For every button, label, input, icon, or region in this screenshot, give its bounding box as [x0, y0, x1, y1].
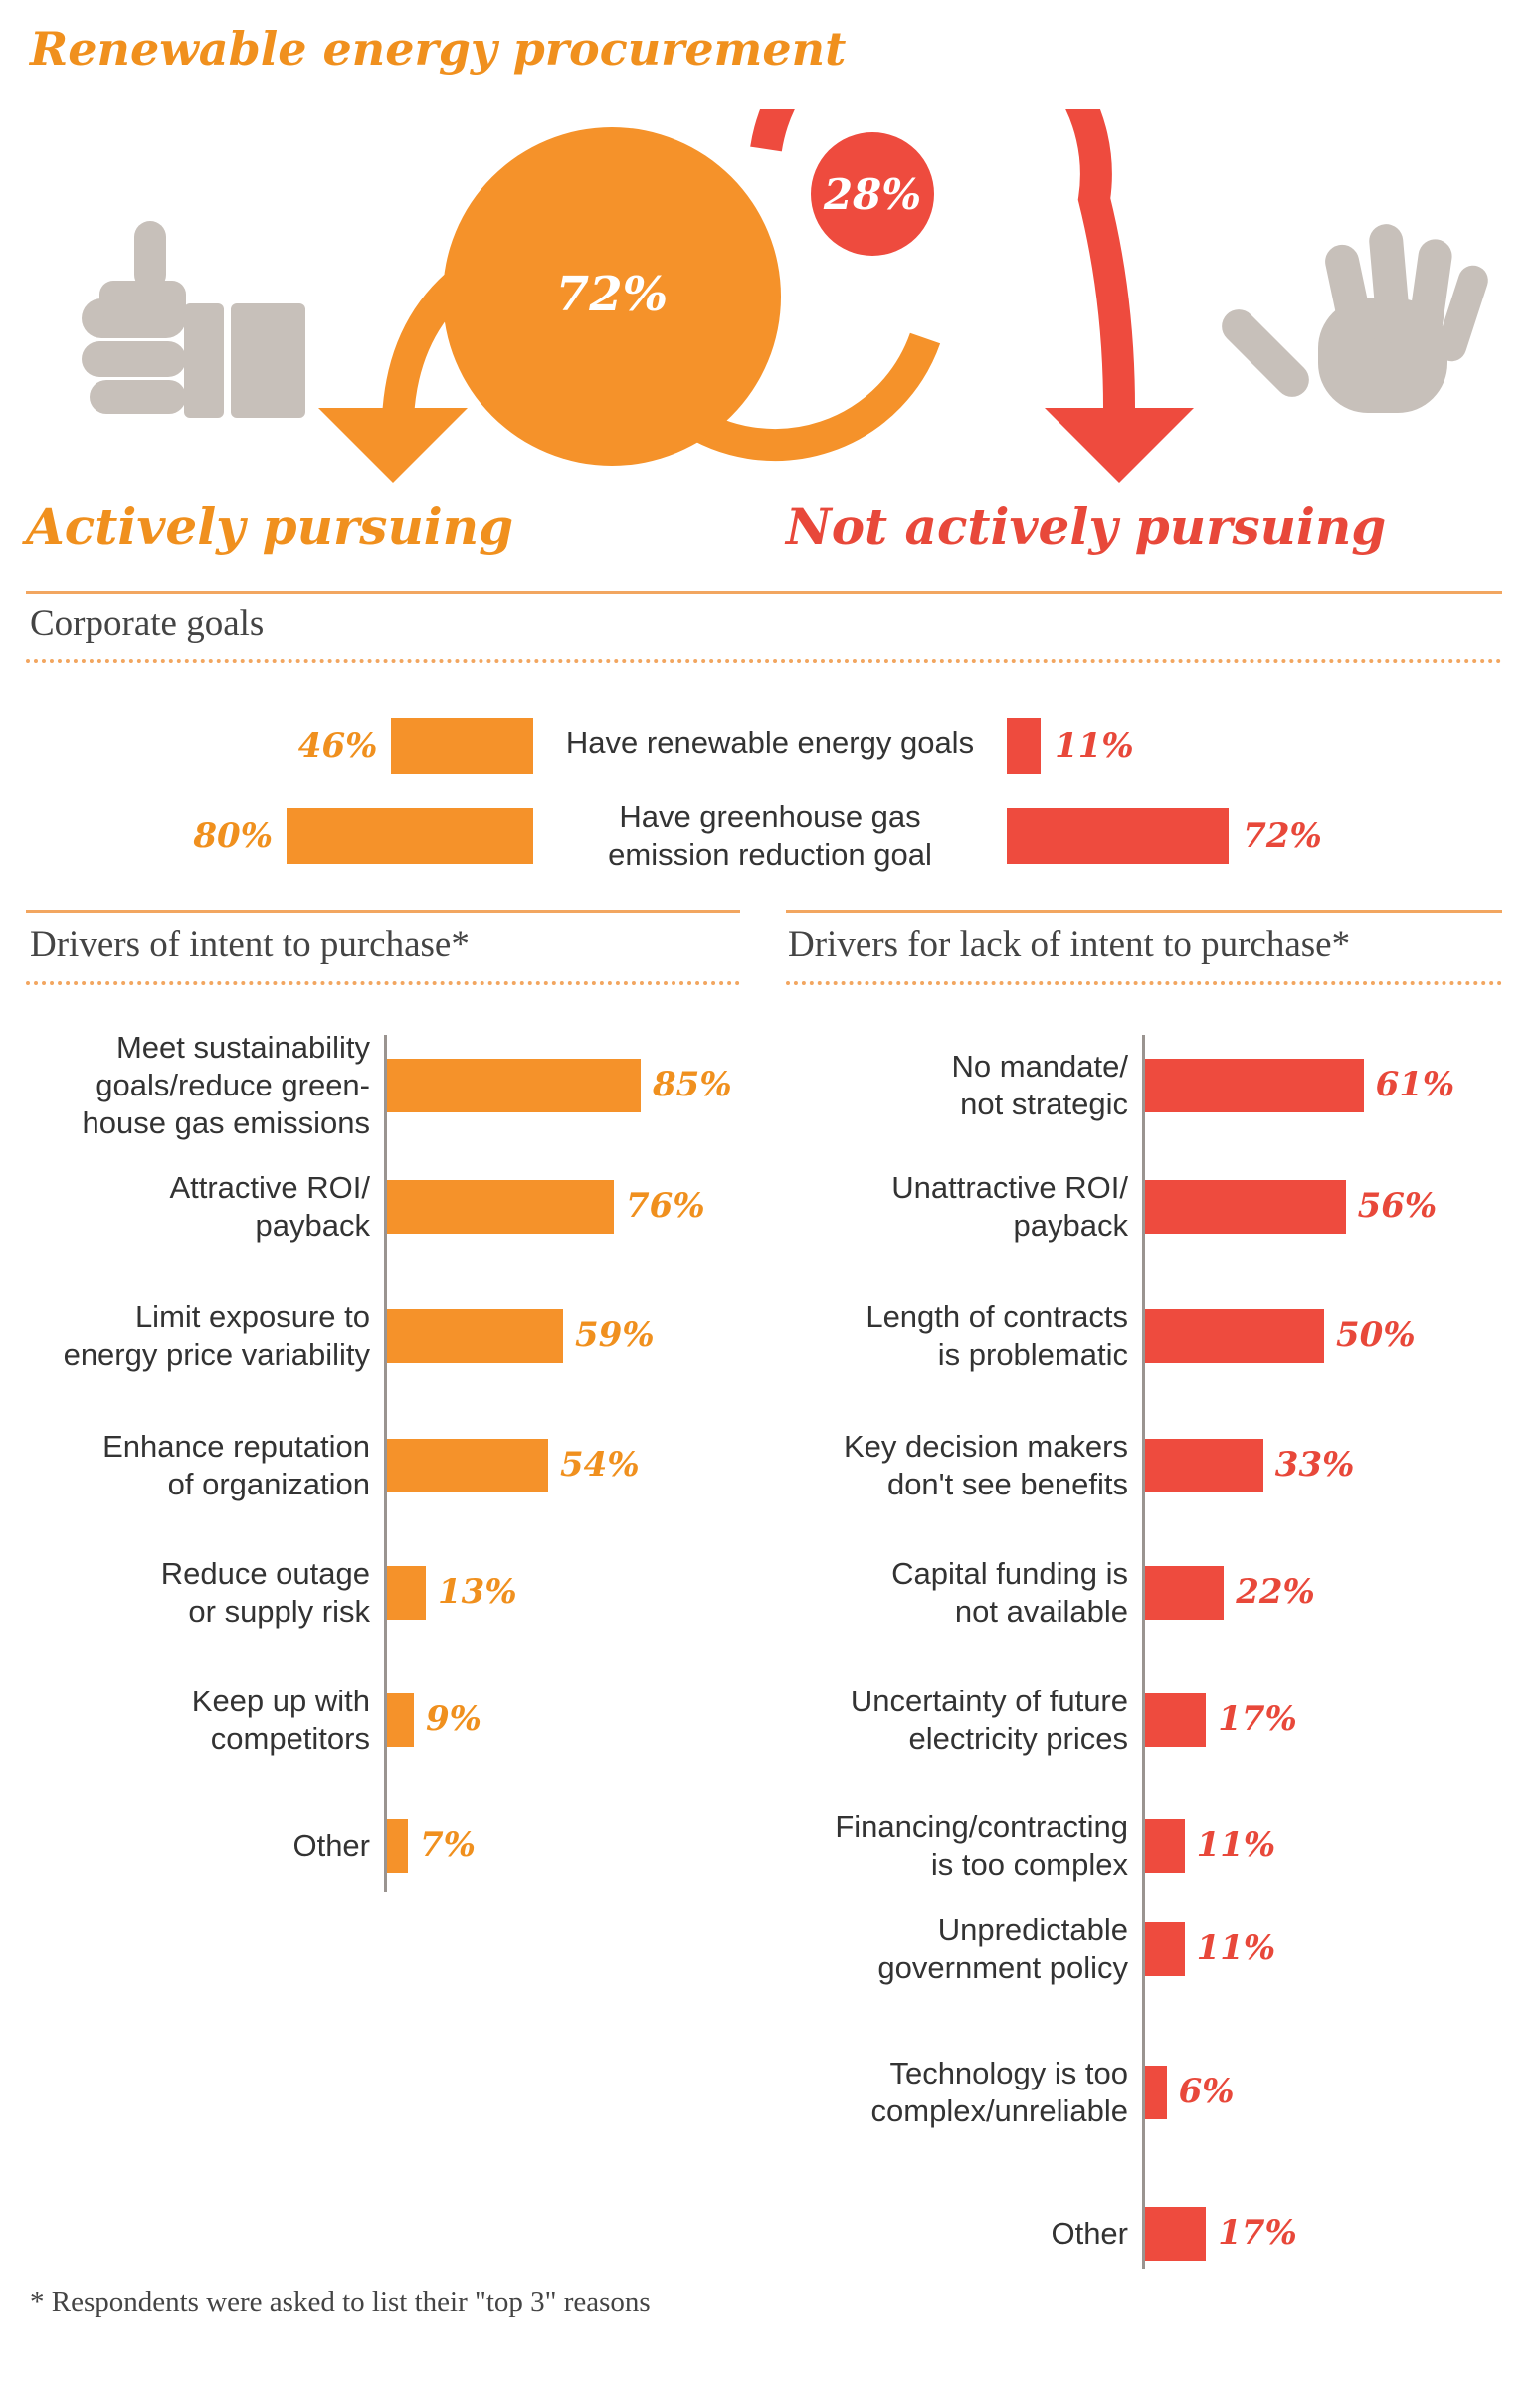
rule: [786, 910, 1502, 913]
actively-pursuing-label: Actively pursuing: [26, 498, 514, 556]
goal-label: Have greenhouse gas emission reduction g…: [608, 799, 932, 872]
driver-pct: 33%: [1274, 1445, 1355, 1485]
driver-bar: [1145, 2207, 1207, 2261]
driver-pct: 11%: [1196, 1825, 1276, 1865]
driver-pct: 22%: [1236, 1572, 1315, 1612]
driver-bar: [1145, 1309, 1324, 1363]
rule: [26, 981, 740, 985]
driver-label: Keep up with competitors: [191, 1684, 370, 1756]
driver-label: Unpredictable government policy: [877, 1912, 1128, 1985]
not-pursuing-arrowhead: [1045, 408, 1194, 483]
intent-axis: [384, 1035, 387, 1892]
driver-pct: 6%: [1178, 2072, 1235, 2111]
goal-pct-pursuing: 80%: [193, 816, 273, 856]
driver-label: Uncertainty of future electricity prices: [850, 1684, 1128, 1756]
driver-bar: [387, 1309, 563, 1363]
not-actively-pursuing-label: Not actively pursuing: [786, 498, 1387, 556]
goal-pct-pursuing: 46%: [297, 726, 378, 766]
driver-label: Reduce outage or supply risk: [160, 1556, 370, 1629]
goal-label: Have renewable energy goals: [565, 725, 975, 760]
driver-label: Other: [292, 1828, 370, 1863]
driver-bar: [387, 1819, 408, 1873]
goal-bar-pursuing: [287, 808, 533, 864]
driver-pct: 54%: [560, 1445, 640, 1485]
driver-label: Capital funding is not available: [891, 1556, 1128, 1629]
stop-hand-icon: [1222, 224, 1488, 413]
driver-pct: 11%: [1196, 1928, 1276, 1968]
rule: [26, 591, 1502, 594]
driver-bar: [1145, 1693, 1207, 1747]
pursuing-ring: [677, 332, 941, 462]
driver-bar: [387, 1693, 414, 1747]
not-pursuing-pct: 28%: [823, 170, 921, 219]
goal-bar-not-pursuing: [1007, 808, 1230, 864]
driver-label: Other: [1051, 2216, 1128, 2251]
pursuing-circle: [443, 127, 781, 466]
goal-pct-not-pursuing: 11%: [1055, 726, 1134, 766]
goal-pct-not-pursuing: 72%: [1243, 816, 1322, 856]
thumbs-up-icon: [82, 221, 305, 418]
driver-pct: 76%: [626, 1186, 705, 1226]
driver-bar: [1145, 1819, 1185, 1873]
driver-bar: [1145, 1439, 1263, 1492]
driver-bar: [387, 1566, 426, 1620]
driver-label: Length of contracts is problematic: [866, 1299, 1128, 1372]
corporate-goals-title: Corporate goals: [30, 603, 265, 644]
driver-bar: [1145, 1180, 1346, 1234]
goal-bar-not-pursuing: [1007, 718, 1042, 774]
driver-pct: 85%: [653, 1065, 732, 1104]
pursuing-arrowhead: [318, 408, 468, 483]
driver-label: Enhance reputation of organization: [102, 1429, 370, 1501]
not-pursuing-circle: [811, 132, 934, 256]
goal-bar-pursuing: [391, 718, 533, 774]
driver-bar: [1145, 1566, 1225, 1620]
driver-pct: 7%: [420, 1825, 476, 1865]
driver-pct: 50%: [1336, 1315, 1416, 1355]
drivers-intent-title: Drivers of intent to purchase*: [30, 924, 470, 965]
pursuit-overview-graphic: 72% 28%: [82, 109, 1488, 483]
driver-label: Key decision makers don't see benefits: [843, 1429, 1128, 1501]
lack-axis: [1142, 1035, 1145, 2269]
driver-pct: 17%: [1218, 1699, 1297, 1739]
pursuing-pct: 72%: [556, 267, 668, 322]
rule: [26, 659, 1502, 663]
driver-label: Technology is too complex/unreliable: [870, 2056, 1128, 2128]
driver-pct: 56%: [1357, 1186, 1438, 1226]
driver-label: Meet sustainability goals/reduce green- …: [82, 1030, 371, 1140]
driver-bar: [387, 1180, 614, 1234]
driver-label: Attractive ROI/ payback: [169, 1170, 370, 1243]
driver-pct: 9%: [426, 1699, 481, 1739]
footnote: * Respondents were asked to list their "…: [30, 2287, 651, 2318]
driver-label: No mandate/ not strategic: [951, 1049, 1129, 1121]
driver-pct: 17%: [1218, 2213, 1297, 2253]
driver-label: Unattractive ROI/ payback: [891, 1170, 1128, 1243]
driver-bar: [387, 1439, 548, 1492]
driver-bar: [1145, 2066, 1167, 2119]
driver-bar: [387, 1059, 641, 1112]
driver-bar: [1145, 1059, 1364, 1112]
driver-pct: 61%: [1375, 1065, 1455, 1104]
page-title: Renewable energy procurement: [30, 22, 847, 76]
rule: [26, 910, 740, 913]
not-pursuing-arrow: [750, 109, 1135, 409]
driver-pct: 13%: [438, 1572, 517, 1612]
driver-pct: 59%: [575, 1315, 655, 1355]
driver-label: Financing/contracting is too complex: [835, 1809, 1128, 1882]
driver-bar: [1145, 1922, 1185, 1976]
driver-label: Limit exposure to energy price variabili…: [63, 1299, 370, 1372]
rule: [786, 981, 1502, 985]
drivers-lack-title: Drivers for lack of intent to purchase*: [788, 924, 1351, 965]
